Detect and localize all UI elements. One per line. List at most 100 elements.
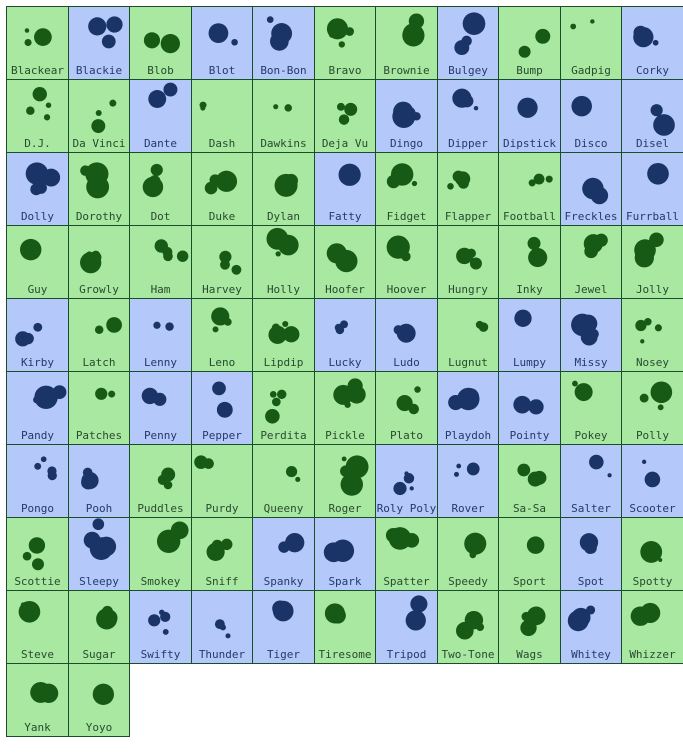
tile-polly[interactable]: Polly [621, 371, 683, 445]
tile-d-j-[interactable]: D.J. [6, 79, 69, 153]
tile-perdita[interactable]: Perdita [252, 371, 315, 445]
tile-whitey[interactable]: Whitey [560, 590, 622, 664]
tile-spark[interactable]: Spark [314, 517, 376, 591]
tile-latch[interactable]: Latch [68, 298, 130, 372]
tile-bulgey[interactable]: Bulgey [437, 6, 499, 80]
tile-dylan[interactable]: Dylan [252, 152, 315, 226]
tile-sniff[interactable]: Sniff [191, 517, 253, 591]
tile-lipdip[interactable]: Lipdip [252, 298, 315, 372]
tile-deja-vu[interactable]: Deja Vu [314, 79, 376, 153]
tile-roly-poly[interactable]: Roly Poly [375, 444, 438, 518]
tile-sleepy[interactable]: Sleepy [68, 517, 130, 591]
tile-jewel[interactable]: Jewel [560, 225, 622, 299]
tile-plato[interactable]: Plato [375, 371, 438, 445]
tile-pooh[interactable]: Pooh [68, 444, 130, 518]
tile-dash[interactable]: Dash [191, 79, 253, 153]
tile-spotty[interactable]: Spotty [621, 517, 683, 591]
tile-bravo[interactable]: Bravo [314, 6, 376, 80]
tile-disel[interactable]: Disel [621, 79, 683, 153]
tile-scooter[interactable]: Scooter [621, 444, 683, 518]
tile-blot[interactable]: Blot [191, 6, 253, 80]
tile-whizzer[interactable]: Whizzer [621, 590, 683, 664]
tile-pickle[interactable]: Pickle [314, 371, 376, 445]
tile-freckles[interactable]: Freckles [560, 152, 622, 226]
tile-blackear[interactable]: Blackear [6, 6, 69, 80]
tile-flapper[interactable]: Flapper [437, 152, 499, 226]
tile-dipstick[interactable]: Dipstick [498, 79, 561, 153]
tile-da-vinci[interactable]: Da Vinci [68, 79, 130, 153]
tile-pointy[interactable]: Pointy [498, 371, 561, 445]
tile-salter[interactable]: Salter [560, 444, 622, 518]
tile-yoyo[interactable]: Yoyo [68, 663, 130, 737]
tile-dawkins[interactable]: Dawkins [252, 79, 315, 153]
tile-hoover[interactable]: Hoover [375, 225, 438, 299]
tile-tiger[interactable]: Tiger [252, 590, 315, 664]
tile-lumpy[interactable]: Lumpy [498, 298, 561, 372]
tile-hungry[interactable]: Hungry [437, 225, 499, 299]
tile-thunder[interactable]: Thunder [191, 590, 253, 664]
tile-roger[interactable]: Roger [314, 444, 376, 518]
tile-tiresome[interactable]: Tiresome [314, 590, 376, 664]
tile-dingo[interactable]: Dingo [375, 79, 438, 153]
tile-rover[interactable]: Rover [437, 444, 499, 518]
tile-scottie[interactable]: Scottie [6, 517, 69, 591]
tile-lugnut[interactable]: Lugnut [437, 298, 499, 372]
tile-swifty[interactable]: Swifty [129, 590, 192, 664]
tile-dorothy[interactable]: Dorothy [68, 152, 130, 226]
tile-purdy[interactable]: Purdy [191, 444, 253, 518]
tile-disco[interactable]: Disco [560, 79, 622, 153]
tile-blackie[interactable]: Blackie [68, 6, 130, 80]
tile-fatty[interactable]: Fatty [314, 152, 376, 226]
tile-lenny[interactable]: Lenny [129, 298, 192, 372]
tile-ludo[interactable]: Ludo [375, 298, 438, 372]
tile-bump[interactable]: Bump [498, 6, 561, 80]
tile-yank[interactable]: Yank [6, 663, 69, 737]
tile-wags[interactable]: Wags [498, 590, 561, 664]
tile-sport[interactable]: Sport [498, 517, 561, 591]
tile-hoofer[interactable]: Hoofer [314, 225, 376, 299]
tile-sugar[interactable]: Sugar [68, 590, 130, 664]
tile-ham[interactable]: Ham [129, 225, 192, 299]
tile-brownie[interactable]: Brownie [375, 6, 438, 80]
tile-queeny[interactable]: Queeny [252, 444, 315, 518]
tile-dolly[interactable]: Dolly [6, 152, 69, 226]
tile-lucky[interactable]: Lucky [314, 298, 376, 372]
tile-dante[interactable]: Dante [129, 79, 192, 153]
tile-steve[interactable]: Steve [6, 590, 69, 664]
tile-speedy[interactable]: Speedy [437, 517, 499, 591]
tile-duke[interactable]: Duke [191, 152, 253, 226]
tile-growly[interactable]: Growly [68, 225, 130, 299]
tile-playdoh[interactable]: Playdoh [437, 371, 499, 445]
tile-pepper[interactable]: Pepper [191, 371, 253, 445]
tile-pandy[interactable]: Pandy [6, 371, 69, 445]
tile-nosey[interactable]: Nosey [621, 298, 683, 372]
tile-pongo[interactable]: Pongo [6, 444, 69, 518]
tile-dot[interactable]: Dot [129, 152, 192, 226]
tile-spot[interactable]: Spot [560, 517, 622, 591]
tile-smokey[interactable]: Smokey [129, 517, 192, 591]
tile-two-tone[interactable]: Two-Tone [437, 590, 499, 664]
tile-pokey[interactable]: Pokey [560, 371, 622, 445]
tile-tripod[interactable]: Tripod [375, 590, 438, 664]
tile-furrball[interactable]: Furrball [621, 152, 683, 226]
tile-penny[interactable]: Penny [129, 371, 192, 445]
tile-puddles[interactable]: Puddles [129, 444, 192, 518]
tile-missy[interactable]: Missy [560, 298, 622, 372]
tile-sa-sa[interactable]: Sa-Sa [498, 444, 561, 518]
tile-football[interactable]: Football [498, 152, 561, 226]
tile-inky[interactable]: Inky [498, 225, 561, 299]
tile-holly[interactable]: Holly [252, 225, 315, 299]
tile-fidget[interactable]: Fidget [375, 152, 438, 226]
tile-patches[interactable]: Patches [68, 371, 130, 445]
tile-jolly[interactable]: Jolly [621, 225, 683, 299]
tile-corky[interactable]: Corky [621, 6, 683, 80]
tile-gadpig[interactable]: Gadpig [560, 6, 622, 80]
tile-harvey[interactable]: Harvey [191, 225, 253, 299]
tile-leno[interactable]: Leno [191, 298, 253, 372]
tile-kirby[interactable]: Kirby [6, 298, 69, 372]
tile-spanky[interactable]: Spanky [252, 517, 315, 591]
tile-guy[interactable]: Guy [6, 225, 69, 299]
tile-blob[interactable]: Blob [129, 6, 192, 80]
tile-dipper[interactable]: Dipper [437, 79, 499, 153]
tile-bon-bon[interactable]: Bon-Bon [252, 6, 315, 80]
